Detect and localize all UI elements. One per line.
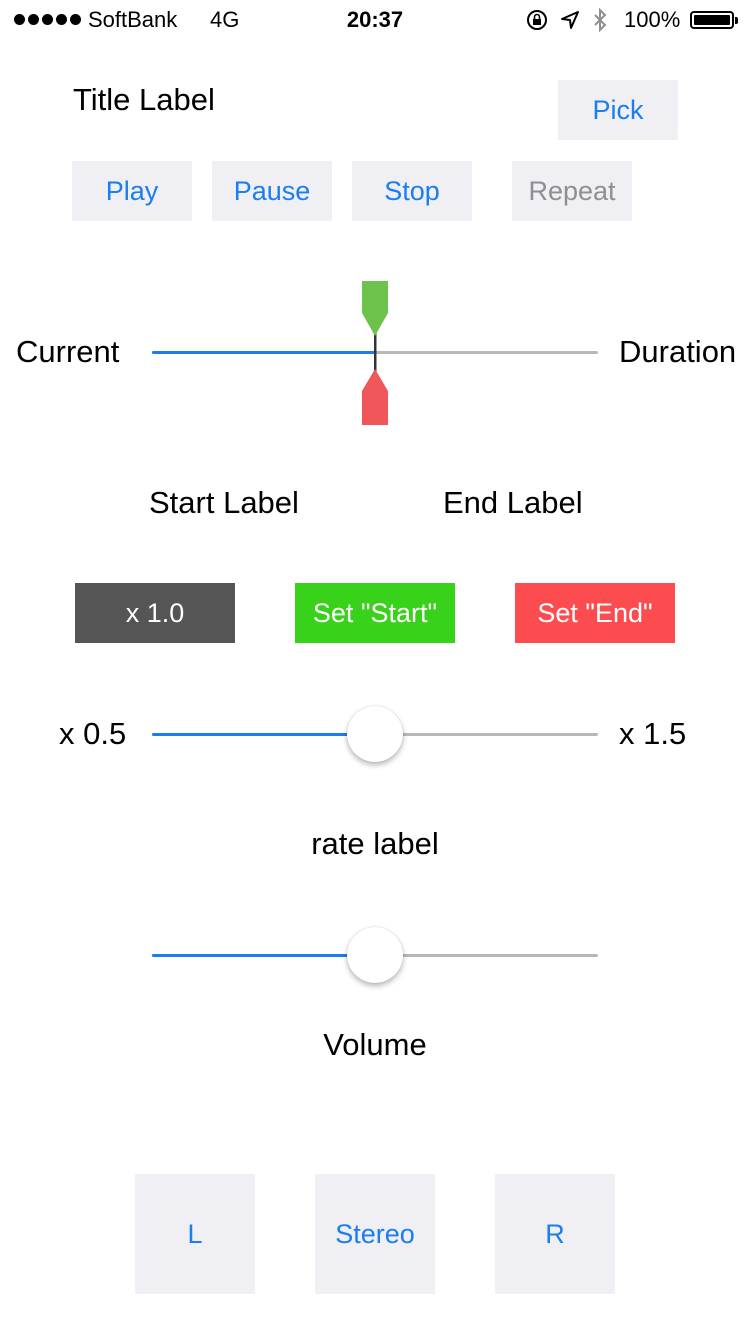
rotation-lock-icon [527, 10, 547, 30]
stop-button[interactable]: Stop [352, 161, 472, 221]
pick-button[interactable]: Pick [558, 80, 678, 140]
rate-slider-thumb[interactable] [347, 706, 403, 762]
end-label: End Label [443, 485, 583, 520]
status-icons [526, 8, 608, 32]
current-time-label: Current [16, 334, 120, 369]
start-label: Start Label [149, 485, 299, 520]
battery-icon [690, 11, 738, 29]
start-marker-icon [362, 281, 388, 336]
duration-label: Duration [619, 334, 737, 369]
status-bar: SoftBank 4G 20:37 100% [0, 0, 750, 40]
battery-percentage: 100% [624, 7, 681, 32]
rate-min-label: x 0.5 [59, 716, 127, 751]
stereo-button[interactable]: Stereo [315, 1174, 435, 1294]
bluetooth-icon [594, 8, 607, 32]
title-label: Title Label [73, 82, 215, 117]
set-end-button[interactable]: Set "End" [515, 583, 675, 643]
volume-slider-thumb[interactable] [347, 927, 403, 983]
position-marker[interactable] [360, 281, 390, 426]
position-slider-fill [152, 351, 375, 354]
volume-label: Volume [323, 1027, 427, 1062]
signal-strength-icon [14, 14, 81, 25]
set-start-button[interactable]: Set "Start" [295, 583, 455, 643]
right-channel-button[interactable]: R [495, 1174, 615, 1294]
play-button[interactable]: Play [72, 161, 192, 221]
repeat-button[interactable]: Repeat [512, 161, 632, 221]
pause-button[interactable]: Pause [212, 161, 332, 221]
end-marker-icon [362, 369, 388, 425]
status-time: 20:37 [346, 7, 404, 32]
rate-label: rate label [311, 826, 439, 861]
rate-reset-button[interactable]: x 1.0 [75, 583, 235, 643]
left-channel-button[interactable]: L [135, 1174, 255, 1294]
volume-slider-fill [152, 954, 375, 957]
location-icon [561, 11, 579, 29]
carrier-name: SoftBank [88, 7, 178, 32]
rate-slider-fill [152, 733, 375, 736]
rate-max-label: x 1.5 [619, 716, 687, 751]
network-type: 4G [210, 7, 240, 32]
